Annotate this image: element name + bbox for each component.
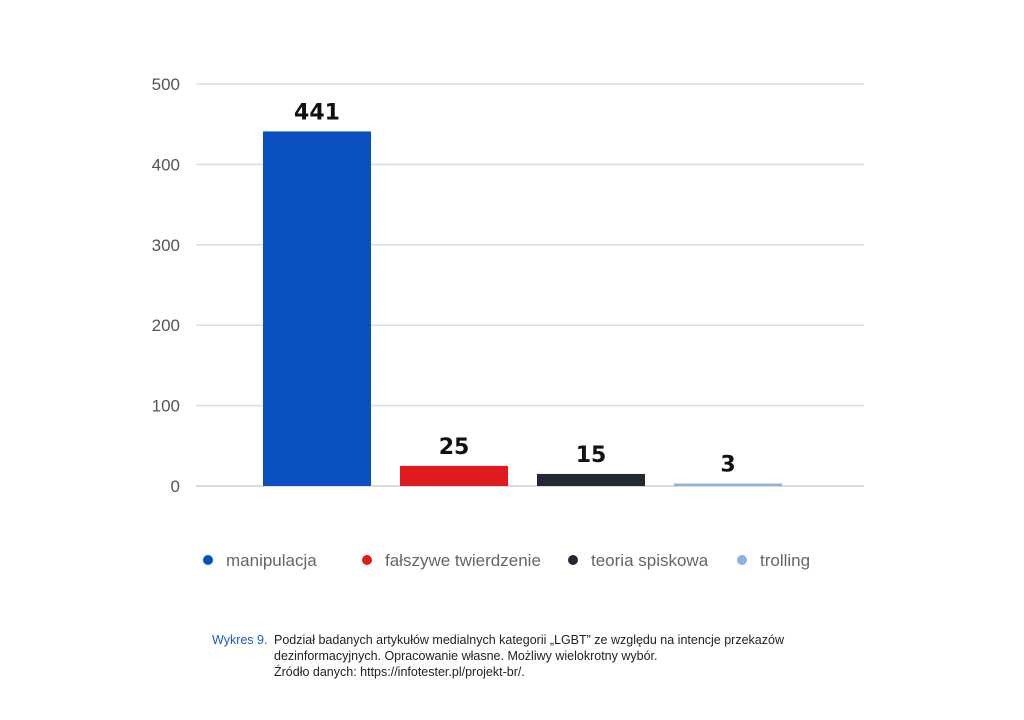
data-label-2: 15	[576, 443, 607, 468]
legend-marker-1	[362, 555, 372, 565]
legend-label-2: teoria spiskowa	[591, 551, 709, 570]
data-label-3: 3	[720, 453, 735, 478]
legend-marker-2	[568, 555, 578, 565]
caption-body: Podział badanych artykułów medialnych ka…	[274, 632, 832, 680]
caption-tag: Wykres 9.	[212, 633, 268, 647]
legend-label-3: trolling	[760, 551, 810, 570]
caption-line-3: Źródło danych: https://infotester.pl/pro…	[274, 665, 525, 679]
legend: manipulacja fałszywe twierdzenie teoria sp…	[203, 551, 810, 570]
bar-2	[537, 473, 645, 486]
data-label-1: 25	[439, 435, 470, 460]
bar-1	[400, 465, 508, 486]
y-tick-label-0: 0	[171, 477, 180, 496]
y-axis: 0 100 200 300 400 500	[152, 75, 180, 496]
figure-caption: Wykres 9. Podział badanych artykułów med…	[212, 632, 832, 680]
y-tick-label-300: 300	[152, 236, 180, 255]
bar-0	[263, 131, 371, 486]
legend-label-0: manipulacja	[226, 551, 317, 570]
y-tick-label-100: 100	[152, 397, 180, 416]
legend-label-1: fałszywe twierdzenie	[385, 551, 541, 570]
y-tick-label-400: 400	[152, 155, 180, 174]
y-tick-label-200: 200	[152, 316, 180, 335]
bars	[263, 131, 782, 486]
caption-line-1: Podział badanych artykułów medialnych ka…	[274, 633, 784, 647]
data-labels: 441 25 15 3	[294, 100, 736, 477]
caption-line-2: dezinformacyjnych. Opracowanie własne. M…	[274, 649, 658, 663]
legend-marker-3	[737, 555, 747, 565]
data-label-0: 441	[294, 100, 340, 125]
y-tick-label-500: 500	[152, 75, 180, 94]
bar-3	[674, 483, 782, 486]
legend-marker-0	[203, 555, 213, 565]
